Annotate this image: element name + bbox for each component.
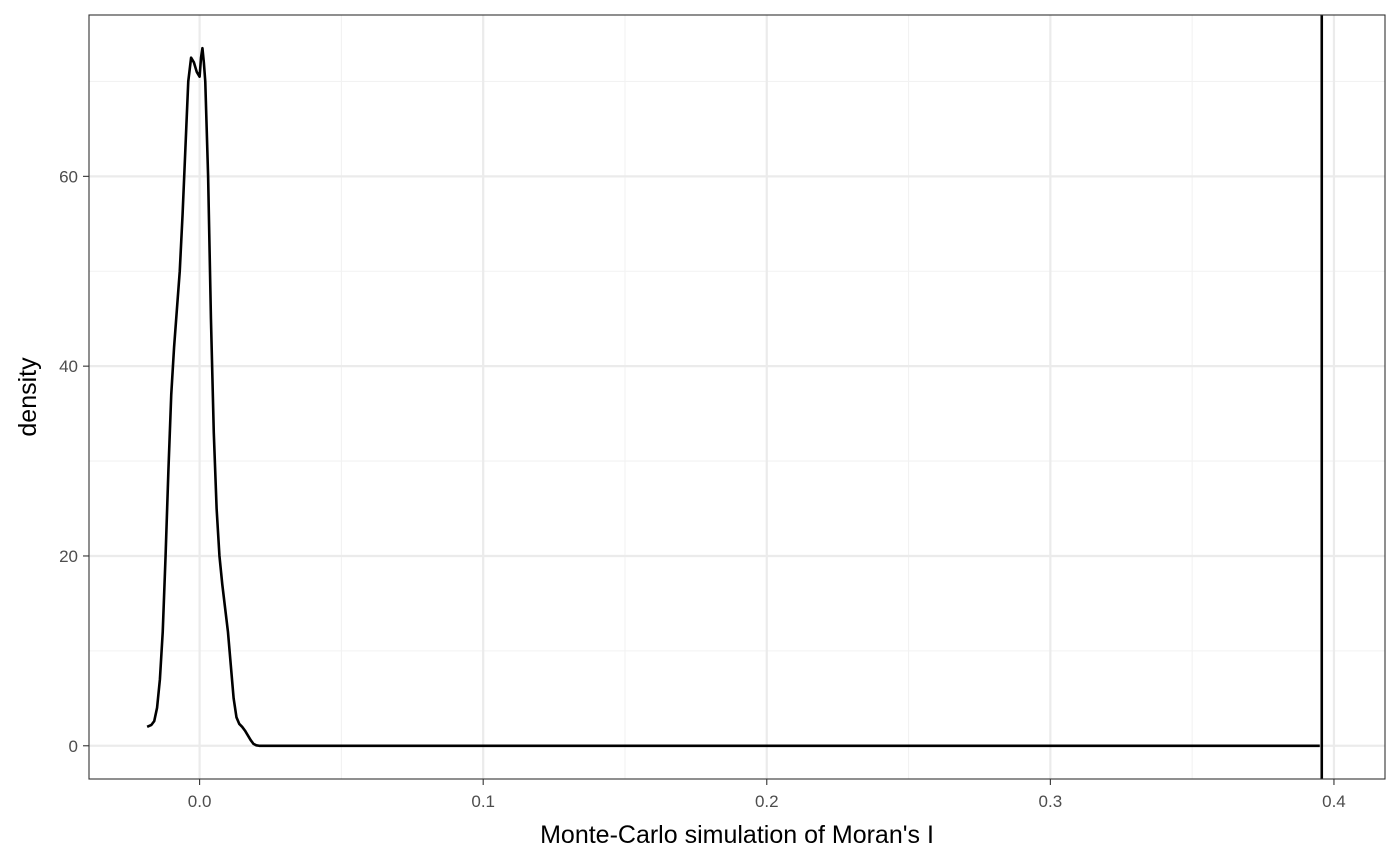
density-curve [146,46,1320,748]
y-tick-label: 0 [69,737,78,756]
x-tick-label: 0.0 [188,792,212,811]
y-axis: 0 20 40 60 [59,167,89,756]
x-tick-label: 0.3 [1039,792,1063,811]
x-axis-title: Monte-Carlo simulation of Moran's I [540,821,934,849]
y-tick-label: 60 [59,167,78,186]
y-tick-label: 40 [59,357,78,376]
x-tick-label: 0.2 [755,792,779,811]
x-tick-label: 0.4 [1322,792,1346,811]
plot-panel [89,15,1385,779]
x-tick-label: 0.1 [471,792,495,811]
x-axis: 0.0 0.1 0.2 0.3 0.4 [188,779,1346,811]
y-tick-label: 20 [59,547,78,566]
y-axis-title: density [14,357,42,437]
plot-panel-border [88,14,1386,780]
